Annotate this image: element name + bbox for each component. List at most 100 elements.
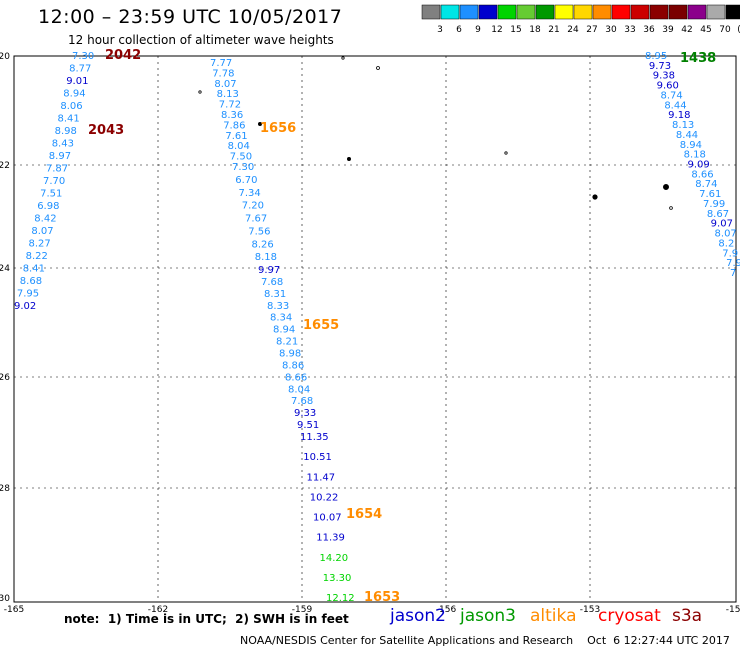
wave-height-value: 9.02: [14, 301, 36, 312]
wave-height-value: 8.44: [664, 100, 686, 111]
wave-height-value: 8.94: [273, 325, 295, 336]
wave-height-value: 7: [730, 268, 736, 279]
lon-tick-label: -156: [436, 605, 457, 615]
wave-height-value: 8.04: [228, 141, 250, 152]
wave-height-value: 6.98: [37, 201, 59, 212]
satellite-legend-item: altika: [530, 606, 577, 626]
scale-label: 27: [586, 25, 597, 35]
wave-height-value: 8.94: [680, 140, 702, 151]
wave-height-value: 8.66: [285, 372, 307, 383]
wave-height-value: 7.61: [225, 131, 247, 142]
pass-time-label: 1654: [346, 507, 382, 522]
map-title: 12:00 – 23:59 UTC 10/05/2017: [38, 6, 343, 28]
pass-time-label: 1653: [364, 590, 400, 605]
wave-height-value: 7.61: [699, 189, 721, 200]
wave-height-value: 9.07: [711, 219, 733, 230]
scale-swatch: [668, 4, 688, 20]
scale-swatch: [497, 4, 517, 20]
wave-height-value: 9.60: [657, 81, 679, 92]
scale-label: 6: [456, 25, 462, 35]
scale-swatch: [535, 4, 555, 20]
wave-height-value: 7.67: [245, 214, 267, 225]
wave-height-value: 8.2: [718, 238, 734, 249]
scale-label: (ft): [737, 25, 740, 35]
wave-height-value: 8.34: [270, 313, 292, 324]
wave-height-value: 10.51: [303, 452, 332, 463]
wave-height-value: 8.66: [691, 169, 713, 180]
wave-height-value: 8.21: [276, 337, 298, 348]
lon-tick-label: -165: [4, 605, 24, 615]
scale-swatch: [611, 4, 631, 20]
wave-height-value: 8.36: [221, 110, 243, 121]
scale-swatch: [421, 4, 441, 20]
wave-height-value: 12.12: [326, 593, 355, 604]
scale-label: 70: [719, 25, 731, 35]
wave-height-value: 8.33: [267, 301, 289, 312]
scale-label: 3: [437, 25, 443, 35]
wave-height-value: 9.01: [66, 76, 88, 87]
wave-height-value: 8.31: [264, 289, 286, 300]
wave-height-value: 13.30: [323, 573, 352, 584]
wave-height-value: 7.99: [703, 199, 725, 210]
wave-height-value: 7.70: [43, 176, 65, 187]
scale-label: 42: [681, 25, 692, 35]
wave-height-value: 8.27: [29, 239, 51, 250]
wave-height-value: 8.13: [672, 120, 694, 131]
scale-label: 45: [700, 25, 711, 35]
lat-tick-label: -20: [0, 52, 10, 62]
wave-height-value: 7.50: [230, 152, 252, 163]
scale-label: 9: [475, 25, 481, 35]
wave-height-value: 7.87: [46, 164, 68, 175]
wave-height-value: 7.30: [72, 51, 94, 62]
wave-height-value: 8.07: [214, 79, 236, 90]
wave-height-value: 7.20: [242, 201, 264, 212]
wave-height-value: 11.35: [300, 432, 329, 443]
scale-swatch: [478, 4, 498, 20]
island: [592, 194, 598, 200]
wave-height-value: 8.18: [255, 252, 277, 263]
wave-height-value: 8.41: [23, 264, 45, 275]
wave-height-value: 7.56: [248, 226, 270, 237]
wave-height-value: 11.39: [316, 533, 345, 544]
lon-tick-label: -153: [580, 605, 600, 615]
scale-swatch: [725, 4, 740, 20]
pass-time-label: 2043: [88, 123, 124, 138]
map-subtitle: 12 hour collection of altimeter wave hei…: [68, 33, 334, 47]
scale-swatch: [649, 4, 669, 20]
scale-swatch: [573, 4, 593, 20]
island: [376, 66, 380, 70]
wave-height-value: 7.34: [239, 188, 261, 199]
wave-height-value: 8.98: [279, 349, 301, 360]
scale-label: 33: [624, 25, 635, 35]
pass-time-label: 1656: [260, 121, 296, 136]
lat-tick-label: -30: [0, 594, 10, 604]
scale-swatch: [630, 4, 650, 20]
wave-height-value: 7.68: [261, 277, 283, 288]
wave-height-value: 8.77: [69, 64, 91, 75]
satellite-legend-item: s3a: [672, 606, 703, 626]
wave-height-value: 9.38: [653, 71, 675, 82]
scale-swatch: [459, 4, 479, 20]
wave-height-value: 8.26: [252, 239, 274, 250]
lon-tick-label: -150: [726, 605, 740, 615]
wave-height-value: 9.51: [297, 420, 319, 431]
wave-height-value: 7.77: [210, 58, 232, 69]
island: [346, 156, 351, 161]
island: [669, 206, 673, 210]
wave-height-value: 9.18: [668, 110, 690, 121]
island: [341, 56, 345, 60]
map-frame: [13, 55, 737, 603]
wave-height-value: 8.98: [55, 126, 77, 137]
lat-tick-label: -26: [0, 373, 10, 383]
lat-tick-label: -22: [0, 161, 10, 171]
lat-tick-label: -24: [0, 264, 10, 274]
wave-height-value: 9.73: [649, 61, 671, 72]
island: [663, 183, 670, 190]
scale-label: 18: [529, 25, 541, 35]
wave-height-value: 8.67: [707, 209, 729, 220]
wave-height-value: 10.07: [313, 513, 342, 524]
wave-height-value: 8.18: [684, 150, 706, 161]
wave-height-value: 8.13: [217, 89, 239, 100]
lon-tick-label: -159: [292, 605, 313, 615]
